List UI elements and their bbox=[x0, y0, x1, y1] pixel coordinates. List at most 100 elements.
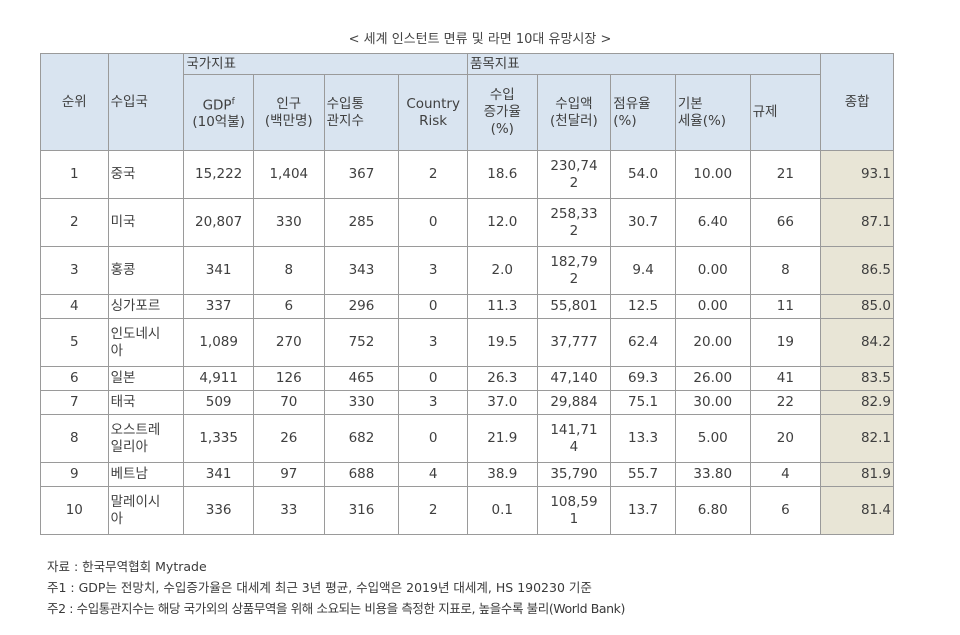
regulation-cell: 6 bbox=[749, 486, 822, 535]
header-import-amount: 수입액 (천달러) bbox=[536, 74, 612, 151]
population-cell: 97 bbox=[252, 462, 325, 487]
table-row: 1 중국 15,222 1,404 367 2 18.6 230,74 2 54.… bbox=[40, 150, 894, 199]
regulation-cell: 20 bbox=[749, 414, 822, 463]
customs-cell: 285 bbox=[323, 198, 400, 247]
total-cell: 83.5 bbox=[820, 366, 894, 391]
tariff-cell: 26.00 bbox=[674, 366, 751, 391]
tariff-cell: 0.00 bbox=[674, 294, 751, 319]
regulation-cell: 8 bbox=[749, 246, 822, 295]
import-cell: 230,74 2 bbox=[536, 150, 612, 199]
regulation-cell: 22 bbox=[749, 390, 822, 415]
population-cell: 33 bbox=[252, 486, 325, 535]
total-cell: 86.5 bbox=[820, 246, 894, 295]
rank-cell: 2 bbox=[40, 198, 109, 247]
regulation-cell: 66 bbox=[749, 198, 822, 247]
regulation-cell: 4 bbox=[749, 462, 822, 487]
growth-cell: 38.9 bbox=[466, 462, 538, 487]
regulation-cell: 19 bbox=[749, 318, 822, 367]
total-cell: 85.0 bbox=[820, 294, 894, 319]
table-row: 5 인도네시 아 1,089 270 752 3 19.5 37,777 62.4… bbox=[40, 318, 894, 367]
import-cell: 55,801 bbox=[536, 294, 612, 319]
rank-cell: 9 bbox=[40, 462, 109, 487]
growth-cell: 37.0 bbox=[466, 390, 538, 415]
source-note: 자료 : 한국무역협회 Mytrade bbox=[47, 559, 207, 574]
customs-cell: 343 bbox=[323, 246, 400, 295]
footnotes: 자료 : 한국무역협회 Mytrade 주1 : GDP는 전망치, 수입증가율… bbox=[47, 556, 625, 619]
tariff-cell: 20.00 bbox=[674, 318, 751, 367]
gdp-cell: 1,335 bbox=[183, 414, 254, 463]
population-cell: 8 bbox=[252, 246, 325, 295]
header-group-national: 국가지표 bbox=[183, 53, 468, 75]
risk-cell: 0 bbox=[398, 414, 468, 463]
share-cell: 69.3 bbox=[610, 366, 676, 391]
total-cell: 87.1 bbox=[820, 198, 894, 247]
table-row: 2 미국 20,807 330 285 0 12.0 258,33 2 30.7 … bbox=[40, 198, 894, 247]
header-import-growth: 수입 증가율 (%) bbox=[466, 74, 538, 151]
gdp-cell: 341 bbox=[183, 462, 254, 487]
risk-cell: 2 bbox=[398, 486, 468, 535]
customs-cell: 682 bbox=[323, 414, 400, 463]
risk-cell: 3 bbox=[398, 318, 468, 367]
share-cell: 75.1 bbox=[610, 390, 676, 415]
rank-cell: 10 bbox=[40, 486, 109, 535]
growth-cell: 0.1 bbox=[466, 486, 538, 535]
population-cell: 330 bbox=[252, 198, 325, 247]
table-row: 6 일본 4,911 126 465 0 26.3 47,140 69.3 26… bbox=[40, 366, 894, 391]
total-cell: 81.9 bbox=[820, 462, 894, 487]
import-cell: 37,777 bbox=[536, 318, 612, 367]
footnote-1: 주1 : GDP는 전망치, 수입증가율은 대세계 최근 3년 평균, 수입액은… bbox=[47, 580, 592, 595]
country-cell: 태국 bbox=[107, 390, 185, 415]
header-country-risk: Country Risk bbox=[398, 74, 468, 151]
table-title: < 세계 인스턴트 면류 및 라면 10대 유망시장 > bbox=[348, 32, 612, 47]
table-row: 10 말레이시 아 336 33 316 2 0.1 108,59 1 13.7 6… bbox=[40, 486, 894, 535]
country-cell: 인도네시 아 bbox=[107, 318, 185, 367]
population-cell: 126 bbox=[252, 366, 325, 391]
customs-cell: 316 bbox=[323, 486, 400, 535]
header-customs-index: 수입통 관지수 bbox=[323, 74, 400, 151]
risk-cell: 0 bbox=[398, 366, 468, 391]
header-gdp: GDPf (10억불) bbox=[183, 74, 254, 151]
customs-cell: 296 bbox=[323, 294, 400, 319]
share-cell: 13.3 bbox=[610, 414, 676, 463]
country-cell: 싱가포르 bbox=[107, 294, 185, 319]
rank-cell: 3 bbox=[40, 246, 109, 295]
header-share: 점유율 (%) bbox=[610, 74, 676, 151]
gdp-cell: 341 bbox=[183, 246, 254, 295]
total-cell: 84.2 bbox=[820, 318, 894, 367]
regulation-cell: 11 bbox=[749, 294, 822, 319]
country-cell: 오스트레 일리아 bbox=[107, 414, 185, 463]
growth-cell: 21.9 bbox=[466, 414, 538, 463]
population-cell: 270 bbox=[252, 318, 325, 367]
header-regulation: 규제 bbox=[749, 74, 822, 151]
rank-cell: 8 bbox=[40, 414, 109, 463]
tariff-cell: 33.80 bbox=[674, 462, 751, 487]
growth-cell: 2.0 bbox=[466, 246, 538, 295]
gdp-cell: 337 bbox=[183, 294, 254, 319]
country-cell: 미국 bbox=[107, 198, 185, 247]
tariff-cell: 6.40 bbox=[674, 198, 751, 247]
table-row: 9 베트남 341 97 688 4 38.9 35,790 55.7 33.8… bbox=[40, 462, 894, 487]
import-cell: 47,140 bbox=[536, 366, 612, 391]
gdp-cell: 509 bbox=[183, 390, 254, 415]
import-cell: 182,79 2 bbox=[536, 246, 612, 295]
country-cell: 말레이시 아 bbox=[107, 486, 185, 535]
import-cell: 258,33 2 bbox=[536, 198, 612, 247]
share-cell: 54.0 bbox=[610, 150, 676, 199]
total-cell: 82.1 bbox=[820, 414, 894, 463]
customs-cell: 465 bbox=[323, 366, 400, 391]
growth-cell: 19.5 bbox=[466, 318, 538, 367]
growth-cell: 12.0 bbox=[466, 198, 538, 247]
regulation-cell: 21 bbox=[749, 150, 822, 199]
tariff-cell: 30.00 bbox=[674, 390, 751, 415]
country-cell: 중국 bbox=[107, 150, 185, 199]
share-cell: 30.7 bbox=[610, 198, 676, 247]
share-cell: 9.4 bbox=[610, 246, 676, 295]
rank-cell: 6 bbox=[40, 366, 109, 391]
header-total: 종합 bbox=[820, 53, 894, 151]
header-population: 인구 (백만명) bbox=[252, 74, 325, 151]
gdp-cell: 336 bbox=[183, 486, 254, 535]
table-row: 8 오스트레 일리아 1,335 26 682 0 21.9 141,71 4 13… bbox=[40, 414, 894, 463]
rank-cell: 7 bbox=[40, 390, 109, 415]
total-cell: 81.4 bbox=[820, 486, 894, 535]
customs-cell: 752 bbox=[323, 318, 400, 367]
